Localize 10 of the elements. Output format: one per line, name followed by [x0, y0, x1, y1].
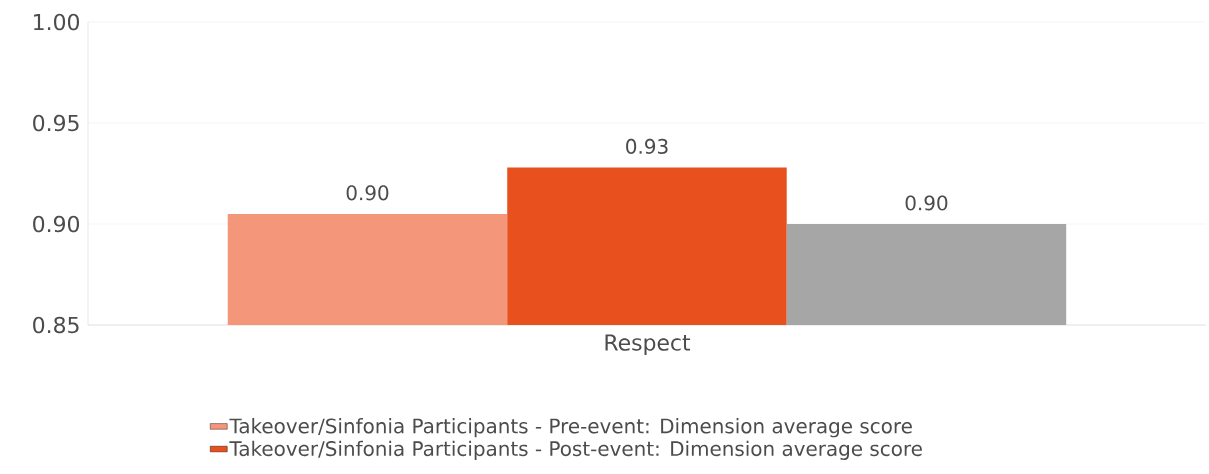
- legend-label: Takeover/Sinfonia Participants - Post-event: Dimension average score: [229, 440, 922, 460]
- data-label: 0.93: [626, 138, 668, 154]
- y-tick-label: 0.90: [33, 215, 80, 233]
- x-tick-label: Respect: [605, 334, 691, 356]
- y-tick-label: 0.85: [33, 316, 79, 334]
- data-label: 0.90: [346, 185, 389, 201]
- y-tick-label: 1.00: [34, 13, 80, 31]
- data-label: 0.90: [905, 195, 948, 211]
- legend-label: Takeover/Sinfonia Participants - Pre-event: Dimension average score: [229, 418, 912, 438]
- y-tick-label: 0.95: [33, 114, 79, 132]
